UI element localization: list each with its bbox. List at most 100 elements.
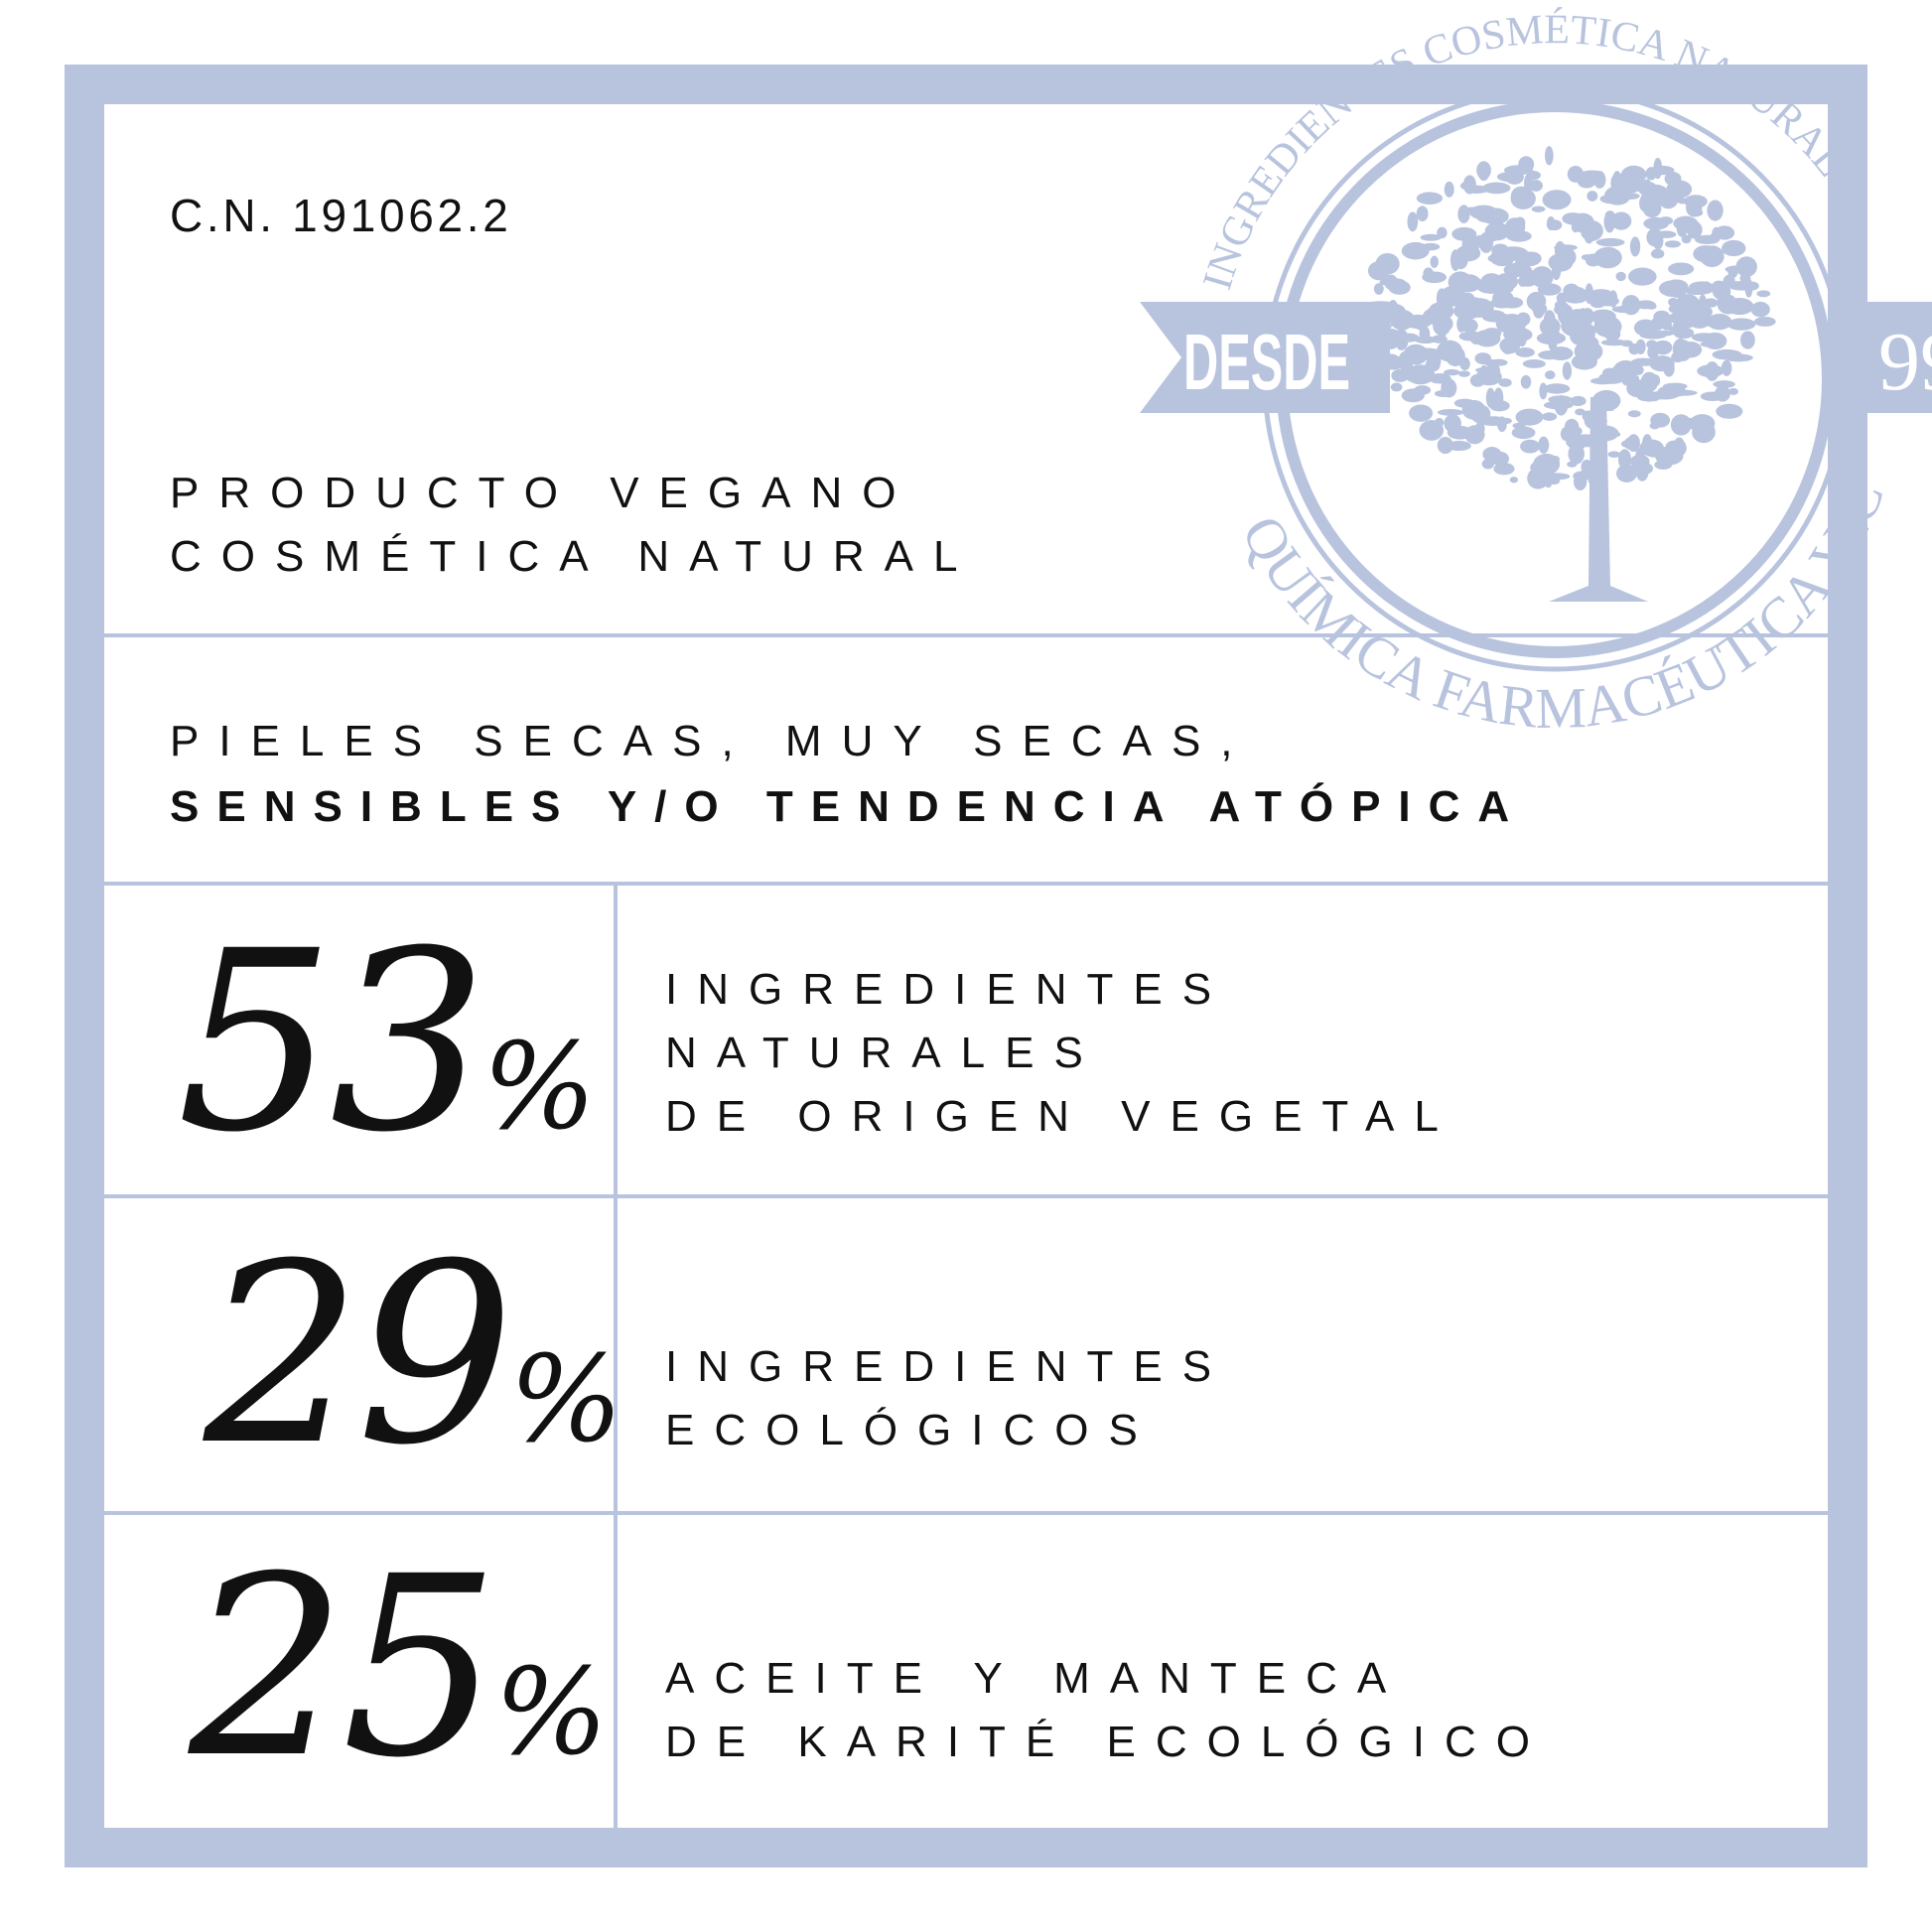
tree-foliage-blot [1650,248,1665,259]
tree-foliage-blot [1474,352,1492,364]
tree-foliage-blot [1514,216,1526,229]
tree-foliage-blot [1613,173,1632,187]
tree-foliage-blot [1422,271,1448,284]
tree-foliage-blot [1437,226,1448,239]
tree-foliage-blot [1567,166,1585,183]
tree-foliage-blot [1544,146,1554,166]
tree-foliage-blot [1644,321,1664,332]
tree-foliage-blot [1700,245,1725,268]
stat-natural-line: INGREDIENTES [665,965,1232,1014]
tree-foliage-blot [1571,353,1597,370]
tree-foliage-blot [1593,315,1622,338]
tree-foliage-blot [1456,316,1466,333]
tree-foliage-blot [1669,389,1698,396]
tree-foliage-blot [1753,316,1776,327]
tree-foliage-blot [1386,329,1403,345]
ribbon-left [1140,302,1390,413]
tree-foliage-blot [1581,308,1594,326]
tree-foliage-blot [1551,260,1562,281]
tree-foliage-blot [1572,426,1583,436]
tree-foliage-blot [1649,422,1660,430]
tree-foliage-blot [1633,364,1644,375]
tree-foliage-blot [1607,451,1621,458]
tree-foliage-blot [1668,262,1695,276]
tree-foliage-blot [1643,216,1669,230]
tree-foliage-blot [1497,314,1527,336]
tree-foliage-blot [1401,388,1425,403]
tree-foliage-blot [1536,332,1567,345]
tree-foliage-blot [1538,436,1550,454]
tree-foliage-blot [1672,338,1689,360]
tree-trunk [1549,397,1648,602]
tree-foliage-blot [1526,291,1547,311]
tree-foliage-blot [1440,285,1466,307]
stat-natural-line: NATURALES [665,1029,1103,1077]
stat-eco-value: 29% [204,1210,622,1499]
tree-foliage-blot [1574,473,1587,491]
tree-foliage-blot [1437,316,1453,333]
tree-foliage-blot [1419,326,1431,342]
tree-foliage-blot [1695,234,1721,245]
tree-foliage-blot [1401,241,1430,260]
tree-foliage-blot [1372,322,1392,331]
tree-foliage-blot [1500,340,1515,354]
tree-foliage-blot [1653,157,1663,180]
tree-foliage-blot [1491,251,1517,264]
tree-foliage-blot [1372,354,1395,362]
stat-eco-line: INGREDIENTES [665,1342,1232,1391]
tree-foliage-blot [1654,446,1684,466]
tree-foliage-blot [1490,358,1508,366]
tree-foliage-blot [1692,421,1716,444]
tree-foliage-blot [1459,356,1470,370]
tree-foliage-blot [1375,252,1400,275]
tree-foliage-blot [1542,412,1558,421]
tree-foliage-blot [1428,302,1454,321]
tree-foliage-blot [1647,345,1659,359]
tree-foliage-blot [1515,347,1535,357]
tree-foliage-blot [1678,322,1690,338]
tree-foliage-blot [1715,225,1735,240]
tree-foliage-blot [1688,208,1704,217]
tree-foliage-blot [1416,206,1429,222]
tree-foliage-blot [1510,188,1536,209]
tree-foliage-blot [1563,248,1577,265]
tree-foliage-blot [1698,294,1708,315]
tree-foliage-blot [1657,385,1677,398]
ribbon-right [1866,302,1932,413]
tree-foliage-blot [1623,437,1638,451]
tag-natural: COSMÉTICA NATURAL [170,532,978,581]
tree-foliage-blot [1689,281,1715,294]
tree-foliage-blot [1713,380,1735,388]
tree-foliage-blot [1471,234,1499,243]
tree-foliage-blot [1531,206,1546,212]
tree-foliage-blot [1437,409,1464,416]
tree-foliage-blot [1562,361,1573,380]
tree-foliage-blot [1581,459,1592,476]
tree-foliage-blot [1705,360,1720,381]
tree-foliage-blot [1739,273,1751,283]
tree-foliage-blot [1629,236,1641,257]
column-divider [614,884,618,1829]
tree-foliage-blot [1498,378,1512,387]
skin-type-line1: PIELES SECAS, MUY SECAS, [170,717,1253,765]
tree-foliage-blot [1617,449,1631,470]
tree-foliage-blot [1670,414,1692,436]
tree-foliage-blot [1641,434,1653,455]
tree-foliage-blot [1482,182,1511,195]
tree-foliage-blot [1712,319,1733,329]
divider [103,633,1829,637]
tree-foliage-blot [1702,298,1719,308]
tree-foliage-blot [1725,265,1747,273]
tree-foliage-blot [1514,251,1542,267]
tree-foliage-blot [1407,211,1419,232]
tree-icon [1359,146,1776,602]
tree-foliage-blot [1520,439,1541,454]
tree-foliage-blot [1399,313,1413,327]
tree-foliage-blot [1635,339,1646,355]
tree-foliage-blot [1544,473,1571,481]
outer-frame [65,65,1867,1867]
tree-foliage-blot [1691,333,1718,343]
tree-foliage-blot [1461,399,1486,420]
tree-foliage-blot [1542,190,1572,210]
